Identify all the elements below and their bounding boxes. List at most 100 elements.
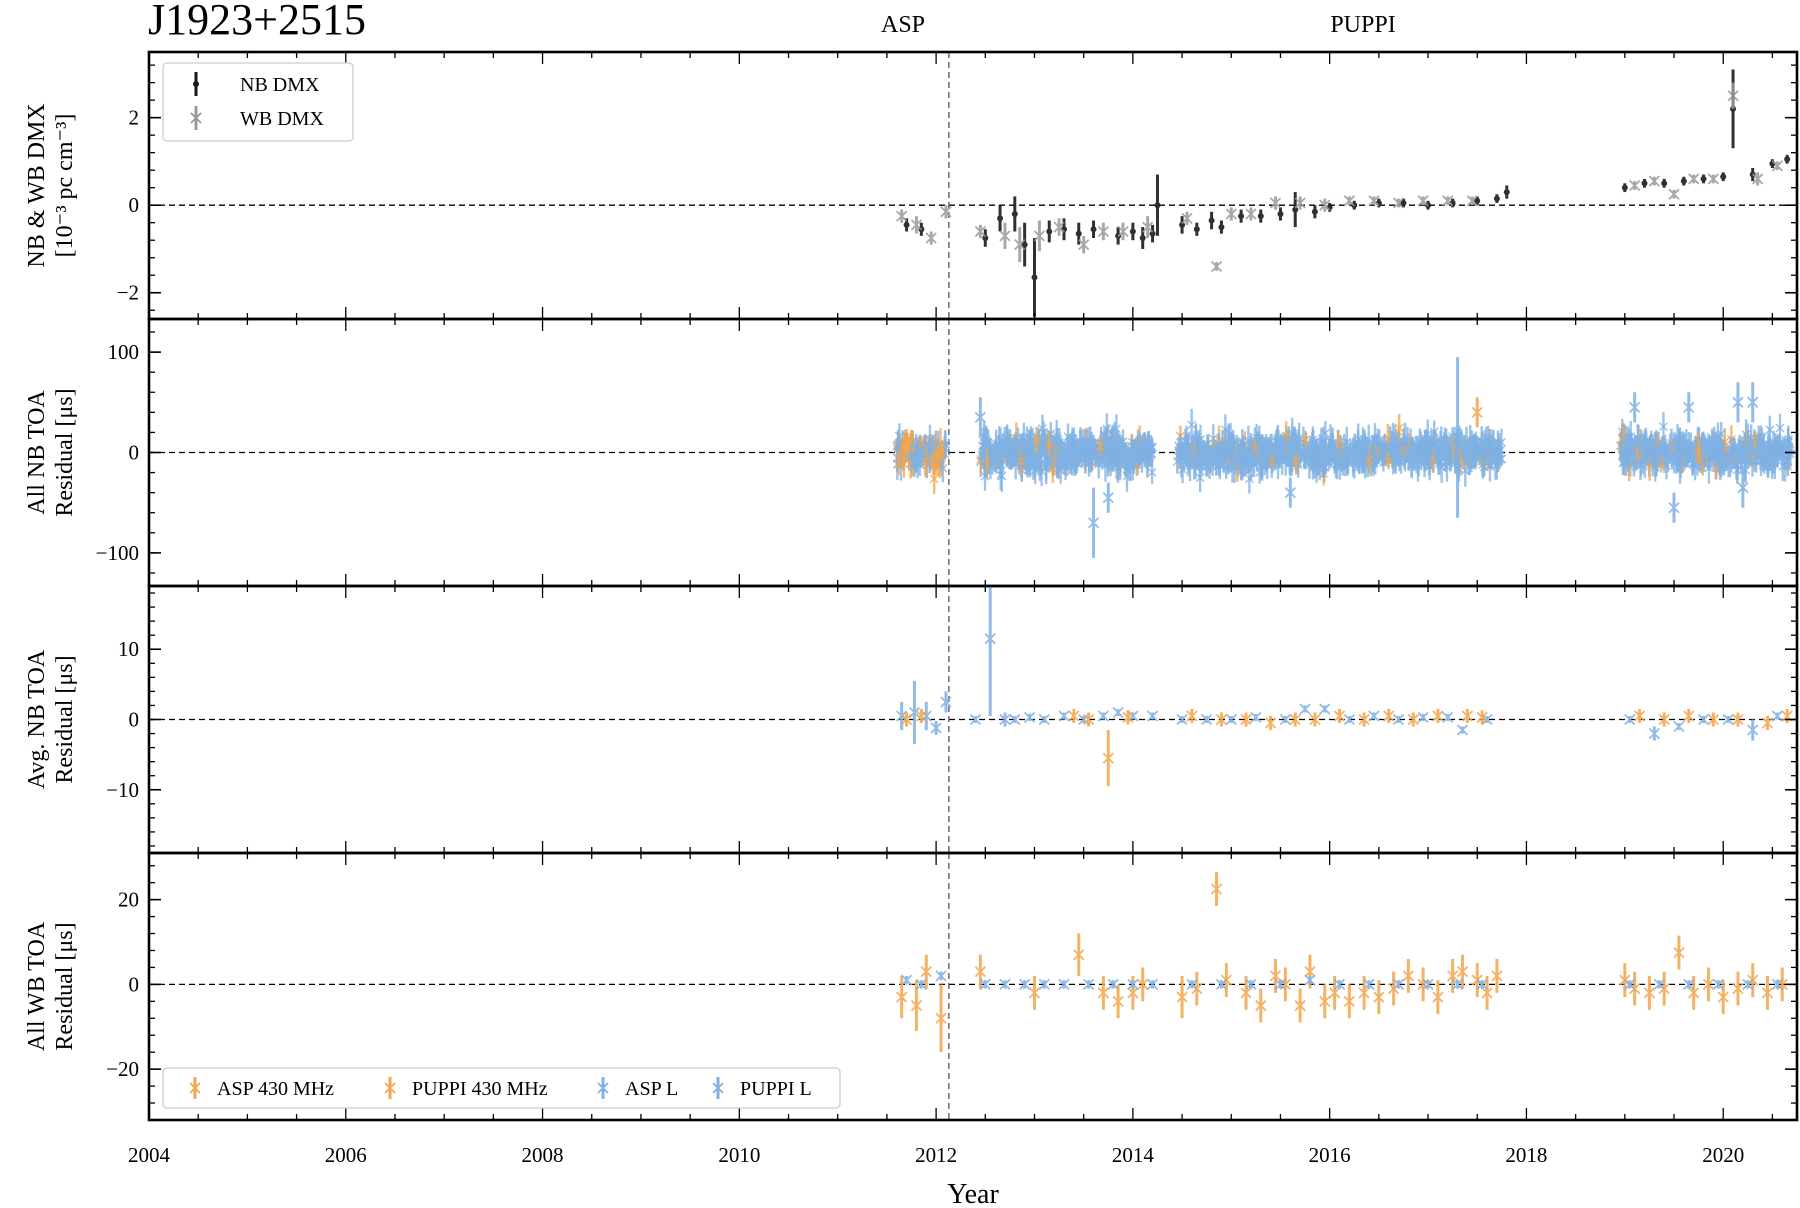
legend-dmx: NB DMX WB DMX xyxy=(162,62,354,142)
residual-marker xyxy=(1754,433,1764,443)
data-point-puppi430 xyxy=(1432,980,1444,1015)
data-point-wbdmx xyxy=(1688,173,1700,185)
outlier-point xyxy=(1668,492,1680,523)
data-point-puppi430 xyxy=(1456,954,1469,989)
data-point-nbdmx xyxy=(1503,185,1510,199)
data-point-aspL xyxy=(999,978,1011,991)
data-point-nbdmx xyxy=(1090,220,1097,239)
data-point-puppi430 xyxy=(1481,975,1493,1010)
residual-marker xyxy=(1219,454,1229,464)
y-tick-label: 0 xyxy=(129,193,140,217)
legend-label: PUPPI 430 MHz xyxy=(412,1078,548,1100)
data-point-nbdmx xyxy=(1046,220,1053,243)
plot-area-nb_all xyxy=(149,319,1797,586)
data-point-puppiL xyxy=(1648,726,1660,741)
data-point-puppi430 xyxy=(1255,988,1267,1023)
data-point-nbdmx xyxy=(1493,194,1500,204)
outlier-point xyxy=(1683,392,1695,423)
data-point-puppi430 xyxy=(1264,715,1277,731)
residual-marker xyxy=(1682,453,1692,463)
y-axis-label: Avg. NB TOAResidual [μs] xyxy=(24,649,78,789)
data-point-nbdmx xyxy=(1208,211,1215,230)
residual-marker xyxy=(1775,423,1785,433)
y-axis-dmx: −2 0 2 xyxy=(117,64,1797,311)
puppi-label: PUPPI xyxy=(1330,12,1395,38)
data-point-puppi430 xyxy=(1309,712,1321,727)
data-point-wbdmx xyxy=(999,222,1011,249)
x-tick-label: 2014 xyxy=(1112,1143,1155,1167)
data-point-aspL xyxy=(1038,713,1050,726)
x-tick-label: 2016 xyxy=(1309,1143,1351,1167)
residual-marker xyxy=(1383,456,1393,466)
data-point-aspL xyxy=(1023,711,1036,724)
residual-marker xyxy=(1394,452,1404,462)
outlier-point xyxy=(1629,392,1641,423)
data-point-wbdmx xyxy=(1442,195,1454,207)
x-tick-label: 2020 xyxy=(1702,1143,1744,1167)
data-point-puppi430 xyxy=(1717,980,1729,1015)
residual-marker xyxy=(1057,441,1067,451)
residual-marker xyxy=(1679,438,1689,448)
data-point-nbdmx xyxy=(1193,222,1200,236)
legend-label: ASP L xyxy=(625,1078,678,1100)
residual-marker xyxy=(920,457,930,467)
data-point-nbdmx xyxy=(1238,209,1245,223)
residual-marker xyxy=(1423,444,1433,454)
residual-marker xyxy=(1112,458,1122,468)
residual-marker xyxy=(1178,453,1188,463)
data-point-wbdmx xyxy=(1245,207,1257,221)
outlier-point xyxy=(1747,382,1759,423)
residual-marker xyxy=(1479,452,1489,462)
residual-marker xyxy=(1190,460,1200,470)
data-point-wbdmx xyxy=(1727,82,1739,109)
data-point-aspL xyxy=(900,974,913,986)
residual-marker xyxy=(1674,435,1684,445)
data-point-wbdmx xyxy=(940,205,952,219)
data-point-puppiL xyxy=(1201,713,1213,726)
data-point-puppi430 xyxy=(1781,708,1793,724)
residual-marker xyxy=(1112,447,1122,457)
residual-marker xyxy=(1320,449,1330,459)
residual-marker xyxy=(1191,434,1201,444)
data-point-puppi430 xyxy=(1358,712,1370,727)
data-point-puppiL xyxy=(1624,978,1636,991)
residual-marker xyxy=(1780,461,1790,471)
data-point-asp430 xyxy=(1137,967,1149,1002)
data-point-wbdmx xyxy=(1319,198,1331,212)
residual-marker xyxy=(1359,454,1369,464)
residual-marker xyxy=(1244,474,1254,484)
data-point-puppi430 xyxy=(1240,712,1252,727)
data-point-puppiL xyxy=(1250,711,1262,724)
data-point-puppiL xyxy=(1722,713,1734,726)
residual-marker xyxy=(1109,431,1119,441)
data-point-nbdmx xyxy=(1154,174,1161,236)
residual-marker xyxy=(1650,449,1660,459)
asp-label: ASP xyxy=(881,12,925,38)
legend-entry: WB DMX xyxy=(190,106,324,130)
data-point-aspL xyxy=(935,970,947,982)
data-point-wbdmx xyxy=(1752,172,1764,186)
residual-marker xyxy=(1665,443,1675,453)
data-point-asp430 xyxy=(1082,712,1095,727)
data-point-aspL xyxy=(979,978,991,991)
data-point-puppiL xyxy=(1771,978,1783,991)
residual-marker xyxy=(1095,441,1105,451)
x-ticks-nb_all xyxy=(148,319,1774,586)
residual-marker xyxy=(1133,439,1143,449)
data-point-puppiL xyxy=(1697,713,1710,726)
data-point-nbdmx xyxy=(1311,205,1318,219)
data-point-puppiL xyxy=(1225,713,1237,726)
data-point-wbdmx xyxy=(1053,218,1065,236)
y-tick-label: 0 xyxy=(129,441,140,465)
data-point-asp430 xyxy=(935,984,947,1053)
residual-marker xyxy=(1106,456,1116,466)
data-point-puppiL xyxy=(1368,710,1380,722)
residual-marker xyxy=(996,470,1006,480)
residual-marker xyxy=(1486,443,1496,453)
legend-wb_all: ASP 430 MHz PUPPI 430 MHz ASP L PUPPI L xyxy=(162,1067,841,1109)
x-ticks-wb_all xyxy=(148,853,1774,1120)
data-point-wbdmx xyxy=(1225,207,1237,221)
plot-area-nb_avg xyxy=(149,586,1797,853)
data-point-puppiL xyxy=(1422,978,1434,991)
data-point-nbdmx xyxy=(1218,220,1225,234)
